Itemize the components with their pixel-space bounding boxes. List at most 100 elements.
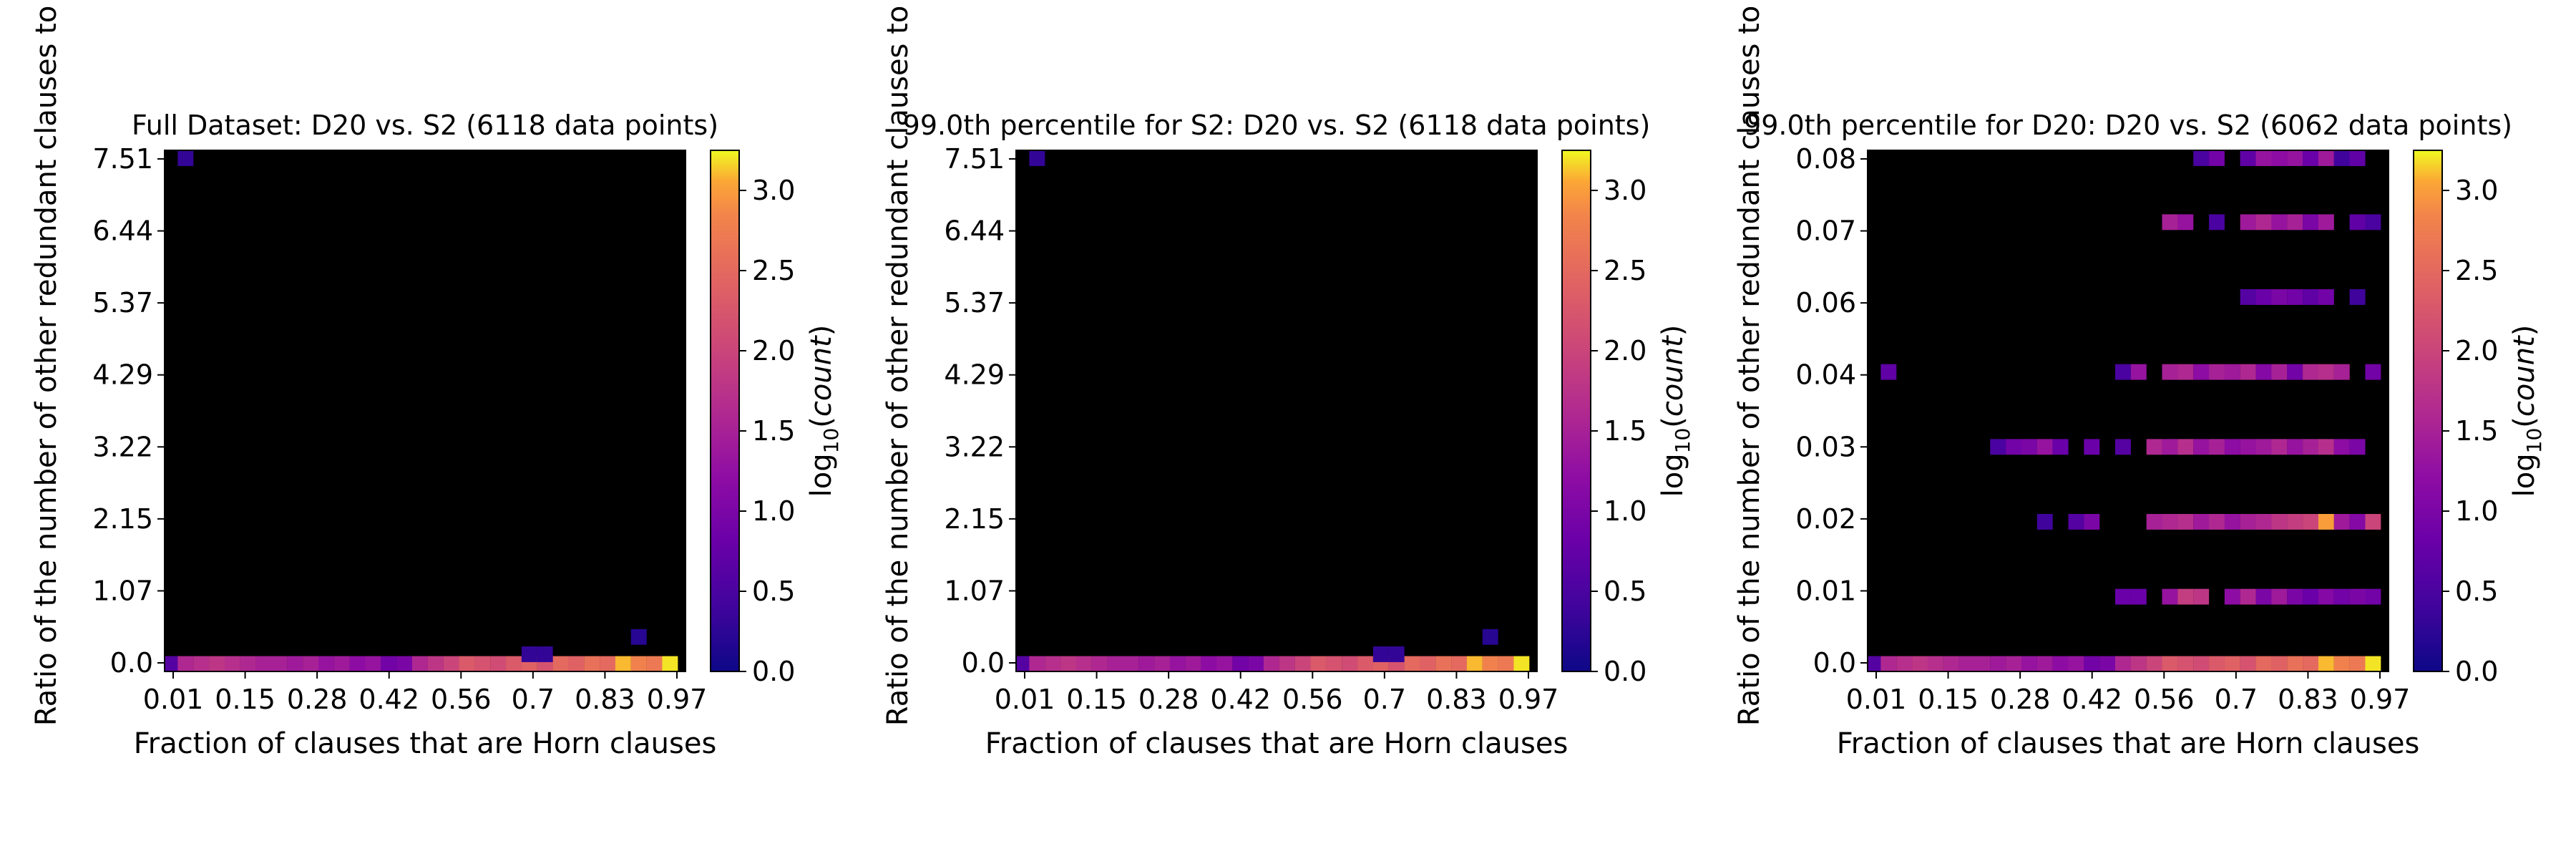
x-tick-label: 0.28 [1990, 684, 2051, 715]
heatmap-cell [1482, 656, 1498, 672]
heatmap-cell [1990, 439, 2006, 455]
x-tick-label: 0.28 [1138, 684, 1199, 715]
heatmap-cell [1326, 656, 1342, 672]
heatmap-cell [2318, 364, 2334, 380]
x-tick-label: 0.97 [2350, 684, 2411, 715]
y-tick-label: 2.15 [944, 503, 1005, 535]
colorbar-label: log10(count) [2508, 325, 2546, 498]
chart-title: Full Dataset: D20 vs. S2 (6118 data poin… [132, 110, 718, 141]
heatmap-cell [2240, 364, 2256, 380]
x-tick-label: 0.7 [512, 684, 555, 715]
heatmap-cell [2193, 513, 2210, 530]
heatmap-cell [2146, 656, 2162, 672]
y-tick-label: 0.04 [1795, 359, 1856, 391]
heatmap-cell [2333, 656, 2350, 672]
colorbar-tick-label: 1.0 [1604, 495, 1646, 527]
heatmap-cell [490, 656, 507, 672]
heatmap-cell [2349, 289, 2366, 305]
heatmap-cell [349, 656, 366, 672]
x-tick-label: 0.97 [1498, 684, 1559, 715]
heatmap-cell [271, 656, 288, 672]
x-axis-label: Fraction of clauses that are Horn clause… [134, 727, 717, 760]
colorbar-tick-label: 0.5 [2455, 576, 2498, 607]
axes-frame [1015, 150, 1538, 672]
heatmap-cell [2240, 214, 2256, 230]
heatmap-cell [2271, 364, 2288, 380]
heatmap-cell [1927, 656, 1943, 672]
heatmap-cell [2177, 439, 2194, 455]
heatmap-cell [521, 646, 537, 662]
heatmap-cell [2255, 513, 2272, 530]
heatmap-cell [2303, 513, 2318, 530]
heatmap-cell [2209, 513, 2225, 530]
heatmap-cell [2365, 513, 2381, 530]
heatmap-cell [2365, 656, 2381, 672]
plot-area [1016, 150, 1537, 671]
heatmap-cell [2162, 513, 2178, 530]
heatmap-cell [1016, 656, 1032, 672]
x-tick-label: 0.01 [1846, 684, 1907, 715]
y-tick-label: 6.44 [92, 215, 153, 247]
heatmap-cell [287, 656, 303, 672]
heatmap-cell [584, 656, 600, 672]
heatmap-cell [2224, 588, 2240, 605]
heatmap-cell [2287, 439, 2303, 455]
x-tick-label: 0.83 [1426, 684, 1487, 715]
heatmap-cell [1420, 656, 1436, 672]
heatmap-cell [2271, 656, 2288, 672]
heatmap-panel-2: 0.01 0.15 0.28 0.42 0.56 0.7 0.83 0.97 0.0 1.07 2.… [882, 0, 1694, 760]
plot-area [1868, 150, 2389, 671]
y-tick-label: 5.37 [92, 287, 153, 319]
heatmap-cell [1310, 656, 1327, 672]
heatmap-cell [2052, 439, 2069, 455]
colorbar-tick-label: 2.0 [752, 335, 795, 367]
heatmap-cell [2318, 588, 2334, 605]
heatmap-cell [2240, 150, 2256, 166]
heatmap-cell [2365, 214, 2381, 230]
heatmap-cell [2021, 439, 2037, 455]
heatmap-cell [2162, 656, 2178, 672]
y-axis-label: Ratio of the number of other redundant c… [882, 0, 914, 726]
y-tick-label: 1.07 [92, 575, 153, 606]
heatmap-cell [365, 656, 381, 672]
colorbar-tick-label: 0.0 [1604, 656, 1646, 687]
colorbar-label: log10(count) [1657, 325, 1694, 498]
heatmap-cell [2349, 656, 2366, 672]
heatmap-cell [2287, 656, 2303, 672]
heatmap-cell [1912, 656, 1928, 672]
heatmap-cell [2333, 150, 2350, 166]
heatmap-cell [2162, 364, 2178, 380]
y-tick-label: 3.22 [92, 431, 153, 462]
heatmap-cell [2318, 289, 2334, 305]
heatmap-cell [2177, 656, 2194, 672]
x-tick-label: 0.56 [2134, 684, 2195, 715]
heatmap-cell [2271, 214, 2288, 230]
heatmap-cell [2255, 656, 2272, 672]
x-tick-label: 0.56 [1282, 684, 1343, 715]
heatmap-cell [2130, 588, 2147, 605]
heatmap-cell [1294, 656, 1311, 672]
heatmap-cell [381, 656, 397, 672]
heatmap-cell [2287, 214, 2303, 230]
heatmap-cell [2084, 656, 2100, 672]
y-tick-label: 4.29 [92, 359, 153, 391]
heatmap-cell [2162, 588, 2178, 605]
colorbar [710, 150, 740, 672]
heatmap-cell [2006, 656, 2022, 672]
heatmap-cell [2036, 439, 2053, 455]
heatmap-cell [240, 656, 256, 672]
colorbar-tick-label: 2.5 [752, 255, 795, 286]
y-tick-label: 7.51 [944, 143, 1005, 175]
heatmap-cell [1060, 656, 1076, 672]
y-tick-label: 0.07 [1795, 215, 1856, 247]
heatmap-cell [2177, 513, 2194, 530]
heatmap-cell [2193, 439, 2210, 455]
heatmap-cell [2177, 588, 2194, 605]
colorbar-tick-label: 3.0 [1604, 175, 1646, 206]
colorbar-label: log10(count) [805, 325, 843, 498]
heatmap-cell [2287, 150, 2303, 166]
heatmap-cell [2115, 364, 2131, 380]
colorbar-tick-label: 1.0 [752, 495, 795, 527]
x-tick-label: 0.83 [2278, 684, 2338, 715]
heatmap-cell [1029, 150, 1045, 166]
